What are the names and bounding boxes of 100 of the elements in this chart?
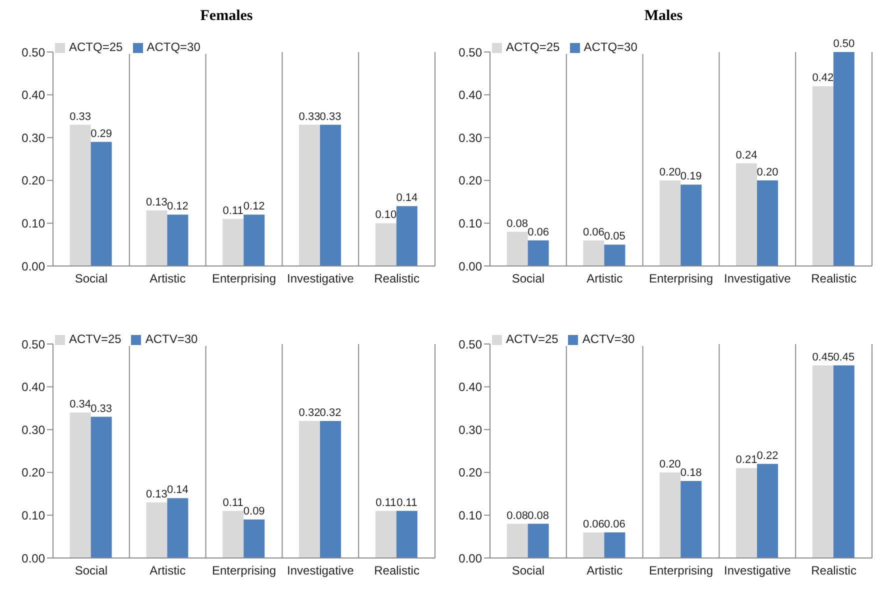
y-tick-label: 0.10 — [458, 216, 482, 230]
bar — [604, 244, 626, 266]
x-tick-label: Artistic — [586, 564, 623, 578]
bar — [146, 502, 168, 558]
y-tick-label: 0.00 — [458, 551, 482, 566]
y-tick-label: 0.20 — [22, 174, 46, 188]
data-label: 0.42 — [812, 72, 834, 84]
bar — [757, 464, 778, 558]
x-tick-label: Investigative — [724, 564, 792, 578]
legend-label: ACTV=30 — [582, 332, 635, 346]
y-tick-label: 0.40 — [22, 88, 46, 102]
x-tick-label: Realistic — [811, 272, 856, 286]
data-label: 0.50 — [833, 38, 855, 50]
x-tick-label: Enterprising — [212, 272, 276, 286]
legend-label: ACTQ=25 — [69, 40, 123, 54]
data-label: 0.18 — [680, 466, 702, 479]
y-tick-label: 0.50 — [22, 337, 46, 352]
data-label: 0.12 — [243, 200, 265, 213]
data-label: 0.11 — [222, 204, 244, 217]
legend-label: ACTQ=30 — [146, 40, 200, 54]
x-tick-label: Enterprising — [212, 564, 276, 578]
chart-title: Females — [200, 8, 253, 24]
data-label: 0.12 — [166, 200, 188, 213]
y-tick-label: 0.40 — [22, 380, 46, 394]
bar — [660, 472, 681, 558]
y-tick-label: 0.50 — [22, 45, 46, 60]
data-label: 0.33 — [320, 110, 342, 123]
bar — [736, 468, 758, 558]
y-tick-label: 0.30 — [22, 422, 46, 437]
bar — [375, 510, 396, 558]
data-label: 0.13 — [146, 488, 168, 500]
y-tick-label: 0.00 — [22, 551, 46, 566]
data-label: 0.11 — [396, 496, 418, 509]
bar — [583, 532, 604, 558]
bar — [583, 240, 604, 266]
y-tick-label: 0.20 — [458, 174, 482, 188]
data-label: 0.20 — [659, 458, 681, 470]
bar — [299, 124, 320, 266]
data-label: 0.08 — [506, 510, 528, 522]
bar — [90, 416, 112, 558]
x-tick-label: Realistic — [374, 564, 420, 578]
bar — [736, 163, 758, 266]
data-label: 0.29 — [90, 128, 112, 140]
data-label: 0.14 — [396, 192, 418, 204]
y-tick-label: 0.10 — [22, 216, 46, 230]
x-tick-label: Artistic — [586, 272, 623, 286]
bar — [528, 524, 549, 558]
x-tick-label: Realistic — [374, 272, 420, 286]
x-tick-label: Investigative — [724, 272, 792, 286]
y-tick-label: 0.10 — [22, 508, 46, 522]
x-tick-label: Enterprising — [648, 564, 714, 578]
data-label: 0.06 — [604, 518, 626, 530]
data-label: 0.22 — [756, 450, 778, 462]
data-label: 0.32 — [320, 407, 342, 420]
y-tick-label: 0.40 — [458, 88, 482, 102]
data-label: 0.06 — [582, 226, 604, 238]
bar — [660, 180, 681, 266]
chart-title: Males — [644, 8, 683, 24]
x-tick-label: Social — [512, 564, 545, 578]
y-tick-label: 0.50 — [458, 337, 482, 352]
data-label: 0.06 — [528, 226, 550, 238]
legend-label: ACTQ=30 — [584, 40, 638, 54]
data-label: 0.09 — [243, 505, 265, 518]
bar — [244, 519, 265, 558]
bar — [146, 210, 168, 266]
bar — [604, 532, 626, 558]
x-tick-label: Artistic — [150, 272, 186, 286]
data-label: 0.11 — [222, 496, 244, 509]
y-tick-label: 0.30 — [458, 422, 482, 437]
data-label: 0.19 — [680, 170, 702, 183]
bar — [506, 232, 528, 266]
data-label: 0.34 — [70, 398, 92, 410]
y-tick-label: 0.30 — [458, 130, 482, 145]
data-label: 0.10 — [375, 209, 397, 222]
y-tick-label: 0.20 — [458, 466, 482, 480]
bar — [680, 480, 702, 558]
data-label: 0.13 — [146, 196, 168, 208]
bar — [70, 412, 91, 558]
x-tick-label: Social — [512, 272, 545, 286]
y-tick-label: 0.00 — [22, 259, 46, 274]
y-tick-label: 0.40 — [458, 380, 482, 394]
x-tick-label: Social — [74, 564, 108, 578]
data-label: 0.33 — [298, 110, 320, 123]
bar — [167, 214, 188, 266]
bar — [396, 206, 418, 266]
bar — [222, 218, 244, 266]
bar — [680, 184, 702, 266]
bar — [244, 214, 265, 266]
bar — [375, 223, 396, 266]
y-tick-label: 0.20 — [22, 466, 46, 480]
bar — [757, 180, 778, 266]
bar — [222, 510, 244, 558]
data-label: 0.45 — [833, 351, 855, 364]
x-tick-label: Social — [74, 272, 108, 286]
data-label: 0.11 — [376, 496, 396, 509]
data-label: 0.33 — [90, 402, 112, 415]
legend-label: ACTV=25 — [506, 332, 558, 346]
y-tick-label: 0.00 — [458, 259, 482, 274]
bar — [528, 240, 549, 266]
data-label: 0.08 — [528, 510, 550, 522]
